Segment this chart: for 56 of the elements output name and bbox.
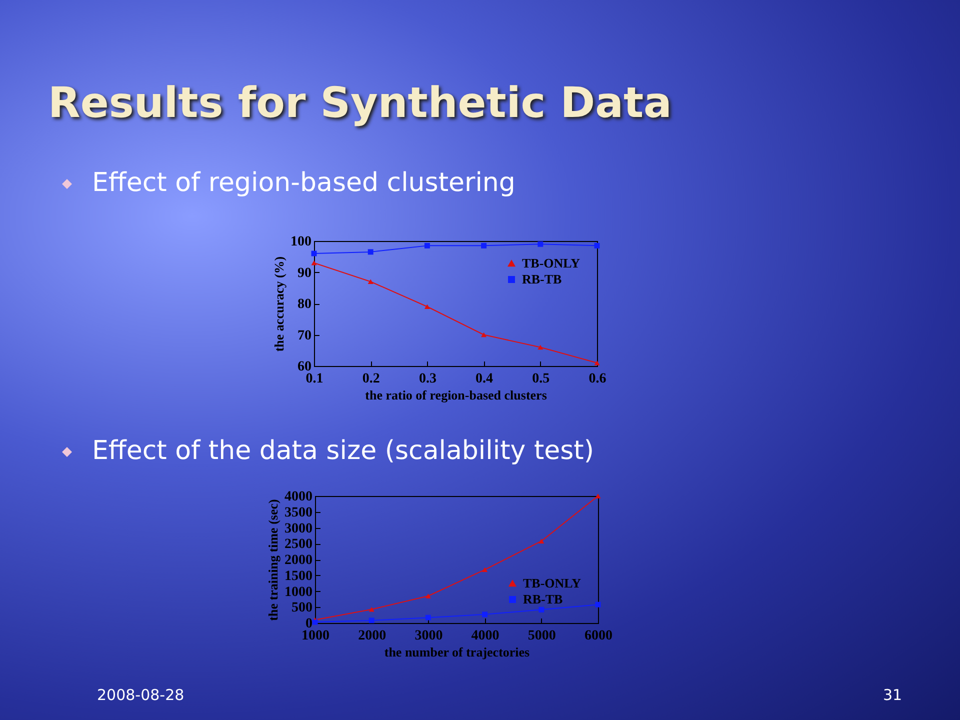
x-tick-label: 0.1 xyxy=(306,372,324,386)
point xyxy=(368,249,374,255)
x-tick-label: 0.6 xyxy=(588,372,606,386)
x-axis-title: the number of trajectories xyxy=(384,644,530,660)
y-tick-label: 80 xyxy=(298,297,312,312)
y-tick-label: 500 xyxy=(292,600,312,616)
x-tick-label: 4000 xyxy=(471,628,500,644)
x-tick-label: 6000 xyxy=(584,628,612,644)
legend-label: TB-ONLY xyxy=(523,576,582,590)
y-tick-label: 100 xyxy=(290,234,312,250)
point xyxy=(481,242,487,248)
point xyxy=(368,606,374,612)
y-tick-label: 1000 xyxy=(284,584,312,600)
x-tick-label: 2000 xyxy=(358,628,386,644)
point xyxy=(368,618,374,624)
y-axis-title: the training time (sec) xyxy=(266,499,280,621)
y-tick-label: 3500 xyxy=(284,505,312,520)
x-tick-label: 3000 xyxy=(414,628,443,644)
point xyxy=(538,606,544,612)
x-tick-label: 0.3 xyxy=(418,372,436,386)
y-tick-label: 2000 xyxy=(284,553,312,568)
y-tick-label: 70 xyxy=(298,328,312,344)
y-tick-label: 1500 xyxy=(284,568,312,584)
point xyxy=(538,241,544,247)
text: 2008-08-28 xyxy=(97,686,184,704)
y-tick-label: 90 xyxy=(298,266,312,281)
y-tick-label: 4000 xyxy=(284,490,312,504)
chart-subtitle: Effect of the data size (scalability test) xyxy=(91,436,594,466)
point xyxy=(368,279,374,284)
y-axis-title: the accuracy (%) xyxy=(272,256,286,352)
point xyxy=(424,242,430,248)
y-tick-label: 2500 xyxy=(284,537,312,552)
y-tick-label: 3000 xyxy=(284,521,312,536)
point xyxy=(481,332,487,338)
point xyxy=(594,242,600,248)
point xyxy=(425,594,431,598)
chart-title: Results for Synthetic Data xyxy=(48,78,672,127)
x-tick-label: 0.2 xyxy=(362,372,380,386)
text: 31 xyxy=(883,686,902,704)
y-tick-label: 0 xyxy=(306,616,312,632)
point xyxy=(538,538,544,544)
chart-subtitle: Effect of region-based clustering xyxy=(91,168,516,198)
point xyxy=(425,614,431,620)
point xyxy=(595,494,601,498)
point xyxy=(482,567,488,572)
x-tick-label: 0.4 xyxy=(476,372,494,386)
x-tick-label: 5000 xyxy=(528,628,556,644)
legend-label: TB-ONLY xyxy=(522,256,581,270)
legend-label: RB-TB xyxy=(523,592,564,606)
x-axis-title: the ratio of region-based clusters xyxy=(365,388,547,402)
x-tick-label: 0.5 xyxy=(532,372,550,386)
legend-label: RB-TB xyxy=(522,272,562,286)
point xyxy=(538,344,544,350)
y-tick-label: 60 xyxy=(298,360,312,374)
point xyxy=(424,304,430,309)
point xyxy=(482,612,488,618)
